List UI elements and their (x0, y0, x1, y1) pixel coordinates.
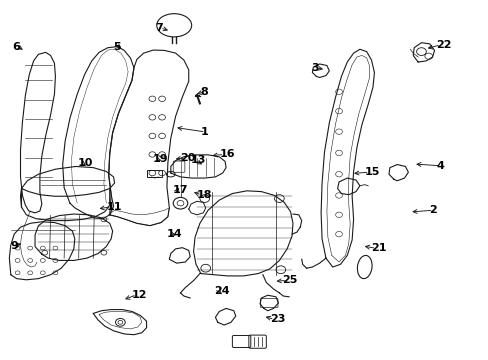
Text: 11: 11 (106, 202, 122, 212)
Text: 7: 7 (155, 23, 163, 33)
Text: 22: 22 (435, 40, 450, 50)
Text: 8: 8 (200, 87, 207, 97)
Text: 2: 2 (428, 205, 436, 215)
Text: 10: 10 (77, 158, 92, 168)
Text: 12: 12 (132, 289, 147, 300)
Text: 6: 6 (13, 41, 20, 51)
Text: 15: 15 (364, 167, 379, 177)
Text: 1: 1 (201, 127, 208, 137)
Text: 24: 24 (214, 286, 229, 296)
Text: 3: 3 (311, 63, 318, 73)
Text: 18: 18 (197, 190, 212, 200)
Text: 14: 14 (166, 229, 182, 239)
Text: 16: 16 (219, 149, 234, 159)
Text: 21: 21 (371, 243, 386, 253)
Text: 9: 9 (11, 241, 19, 251)
Text: 13: 13 (190, 156, 205, 166)
Text: 4: 4 (435, 161, 443, 171)
Text: 19: 19 (152, 154, 168, 165)
Text: 23: 23 (269, 315, 285, 324)
Text: 17: 17 (172, 185, 188, 195)
Text: 20: 20 (180, 153, 196, 163)
Text: 5: 5 (113, 41, 121, 51)
Text: 25: 25 (282, 275, 297, 285)
